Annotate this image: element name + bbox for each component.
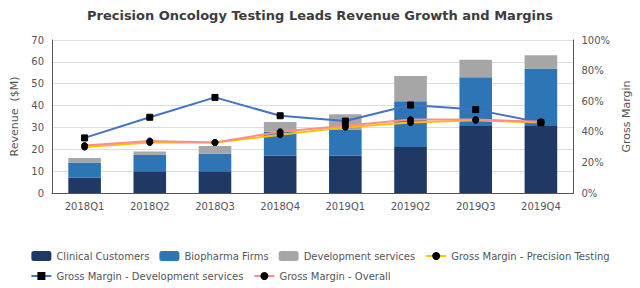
svg-text:Precision Oncology Testing Lea: Precision Oncology Testing Leads Revenue… xyxy=(87,8,553,23)
svg-text:2019Q3: 2019Q3 xyxy=(456,201,496,212)
svg-text:Revenue ($M): Revenue ($M) xyxy=(8,77,21,157)
svg-text:Gross Margin - Precision Testi: Gross Margin - Precision Testing xyxy=(451,251,609,262)
svg-text:2019Q2: 2019Q2 xyxy=(391,201,431,212)
svg-text:Gross Margin - Overall: Gross Margin - Overall xyxy=(279,271,390,282)
svg-text:0: 0 xyxy=(38,188,44,199)
svg-text:2018Q1: 2018Q1 xyxy=(65,201,105,212)
svg-text:100%: 100% xyxy=(582,35,611,46)
svg-text:2019Q1: 2019Q1 xyxy=(326,201,366,212)
svg-text:70: 70 xyxy=(31,35,44,46)
svg-text:30: 30 xyxy=(31,122,44,133)
svg-text:2019Q4: 2019Q4 xyxy=(521,201,561,212)
svg-text:Biopharma Firms: Biopharma Firms xyxy=(184,251,268,262)
svg-text:60%: 60% xyxy=(582,96,604,107)
svg-text:20: 20 xyxy=(31,144,44,155)
svg-text:40: 40 xyxy=(31,100,44,111)
svg-text:Development services: Development services xyxy=(304,251,416,262)
svg-text:80%: 80% xyxy=(582,65,604,76)
svg-text:20%: 20% xyxy=(582,157,604,168)
svg-text:60: 60 xyxy=(31,56,44,67)
svg-text:2018Q4: 2018Q4 xyxy=(260,201,300,212)
svg-text:10: 10 xyxy=(31,166,44,177)
svg-text:2018Q2: 2018Q2 xyxy=(130,201,170,212)
svg-text:50: 50 xyxy=(31,78,44,89)
svg-text:Clinical Customers: Clinical Customers xyxy=(56,251,149,262)
svg-text:2018Q3: 2018Q3 xyxy=(195,201,235,212)
svg-text:40%: 40% xyxy=(582,126,604,137)
svg-text:Gross Margin: Gross Margin xyxy=(620,80,633,152)
svg-text:0%: 0% xyxy=(582,188,598,199)
svg-text:Gross Margin - Development ser: Gross Margin - Development services xyxy=(56,271,243,282)
